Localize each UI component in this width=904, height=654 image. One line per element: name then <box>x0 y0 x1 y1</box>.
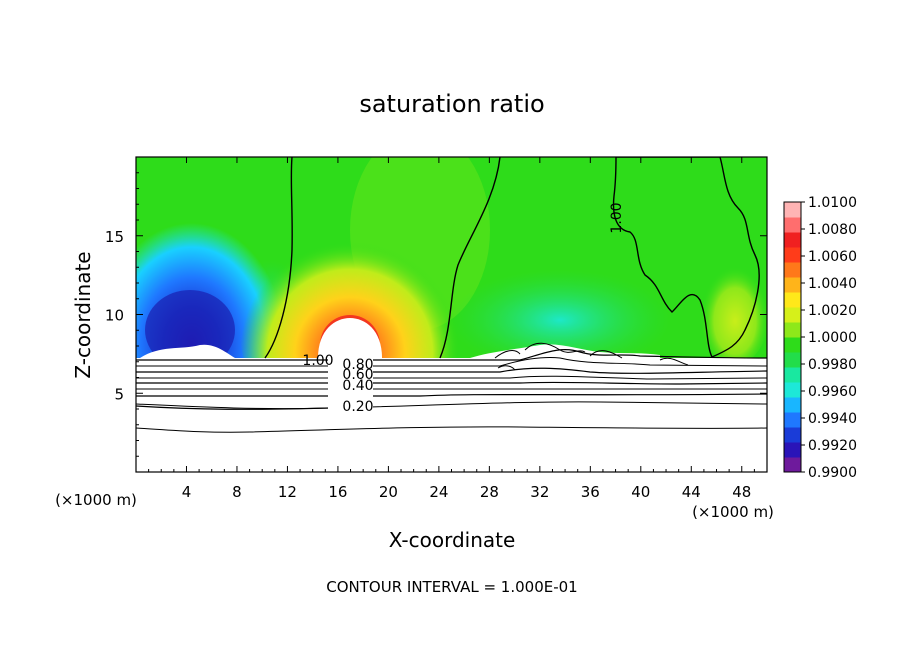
colorbar-swatch <box>784 247 801 263</box>
contour-line-upper-right <box>612 157 760 358</box>
y-tick-label: 10 <box>105 307 124 325</box>
x-axis-ticks: 4 8 12 16 20 24 28 32 36 40 44 48 <box>148 157 755 501</box>
contour-line-070 <box>136 375 767 380</box>
contour-label-080: 0.80 <box>342 357 373 373</box>
contour-label-100: 1.00 <box>302 353 333 369</box>
field-white-blob-center <box>318 318 382 358</box>
colorbar-tick-label: 0.9940 <box>808 411 857 427</box>
colorbar-swatch <box>784 457 801 473</box>
field-warm-region-right <box>700 255 767 358</box>
contour-label-mask <box>328 357 373 413</box>
lower-region <box>136 358 767 472</box>
x-tick-label: 24 <box>429 483 448 501</box>
contour-label-040: 0.40 <box>342 378 373 394</box>
field-cyan-region-right <box>450 270 670 358</box>
x-tick-label: 32 <box>530 483 549 501</box>
contour-line-090 <box>136 357 767 367</box>
y-tick-label: 5 <box>114 385 124 403</box>
contour-line-080 <box>136 367 767 374</box>
field-dry-core <box>145 290 235 358</box>
x-axis-label: X-coordinate <box>389 528 516 552</box>
y-axis-ticks: 5 10 15 <box>105 172 767 457</box>
colorbar-swatch <box>784 217 801 233</box>
contour-line-upper-left <box>264 157 293 359</box>
colorbar-swatch <box>784 352 801 368</box>
colorbar-tick-label: 0.9960 <box>808 384 857 400</box>
colorbar-swatch <box>784 412 801 428</box>
contour-label-060: 0.60 <box>342 367 373 383</box>
x-tick-label: 12 <box>278 483 297 501</box>
x-unit-right: (×1000 m) <box>692 503 774 521</box>
colorbar: 0.9900 0.9920 0.9940 0.9960 0.9980 1.0000 1.00… <box>783 195 857 481</box>
contour-label-020: 0.20 <box>342 399 373 415</box>
x-tick-label: 36 <box>581 483 600 501</box>
x-unit-left: (×1000 m) <box>55 491 137 509</box>
y-axis-label: Z-coordinate <box>71 251 95 378</box>
colorbar-swatch <box>784 322 801 338</box>
colorbar-tick-label: 1.0080 <box>808 222 857 238</box>
colorbar-swatch <box>784 307 801 323</box>
contour-line-upper-center <box>439 157 501 359</box>
colorbar-swatch <box>784 292 801 308</box>
colorbar-swatch <box>784 202 801 218</box>
heatmap-field <box>136 157 767 358</box>
colorbar-tick-label: 1.0060 <box>808 249 857 265</box>
x-tick-label: 16 <box>328 483 347 501</box>
colorbar-swatch <box>784 277 801 293</box>
colorbar-swatch <box>784 397 801 413</box>
x-tick-label: 20 <box>379 483 398 501</box>
x-tick-label: 48 <box>732 483 751 501</box>
x-tick-label: 4 <box>182 483 192 501</box>
field-white-blob-left <box>140 344 235 358</box>
field-warm-region <box>240 220 460 358</box>
contour-lines <box>136 157 767 433</box>
colorbar-swatch <box>784 367 801 383</box>
x-tick-label: 28 <box>480 483 499 501</box>
x-tick-label: 44 <box>682 483 701 501</box>
chart-title: saturation ratio <box>359 90 544 118</box>
contour-ripples <box>494 342 689 371</box>
colorbar-tick-label: 0.9900 <box>808 465 857 481</box>
contour-line-020 <box>136 405 331 410</box>
contour-labels: 1.00 1.00 0.80 0.60 0.40 0.20 <box>302 202 625 415</box>
contour-line-010 <box>136 426 767 433</box>
y-tick-label: 15 <box>105 228 124 246</box>
colorbar-tick-label: 1.0000 <box>808 330 857 346</box>
x-tick-label: 8 <box>232 483 242 501</box>
contour-line-060 <box>136 381 767 385</box>
colorbar-tick-label: 0.9980 <box>808 357 857 373</box>
contour-interval-note: CONTOUR INTERVAL = 1.000E-01 <box>326 578 577 596</box>
colorbar-swatch <box>784 262 801 278</box>
colorbar-tick-label: 1.0040 <box>808 276 857 292</box>
colorbar-swatch <box>784 442 801 458</box>
x-tick-label: 40 <box>631 483 650 501</box>
contour-line-040 <box>136 393 767 397</box>
colorbar-tick-label: 0.9920 <box>808 438 857 454</box>
colorbar-swatch <box>784 427 801 443</box>
colorbar-tick-label: 1.0100 <box>808 195 857 211</box>
colorbar-swatch <box>784 382 801 398</box>
colorbar-tick-label: 1.0020 <box>808 303 857 319</box>
colorbar-swatch <box>784 232 801 248</box>
colorbar-swatch <box>784 337 801 353</box>
contour-label-upper-100: 1.00 <box>609 202 625 233</box>
